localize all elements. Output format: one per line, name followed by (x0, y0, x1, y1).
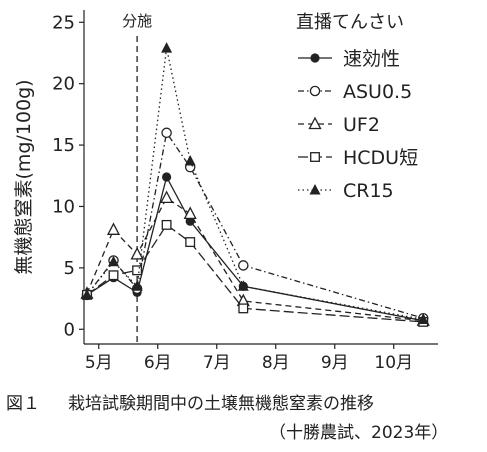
legend-item: HCDU短 (298, 147, 418, 169)
y-axis-label: 無機態窒素(mg/100g) (13, 79, 35, 274)
data-point (130, 246, 144, 260)
y-tick-label: 0 (64, 319, 75, 340)
data-point (106, 222, 121, 235)
data-point (81, 288, 93, 300)
figure-number: 図１ (6, 394, 40, 414)
legend-marker (308, 116, 322, 130)
data-point (162, 172, 172, 182)
split-application-label: 分施 (122, 12, 152, 30)
y-tick-label: 20 (52, 74, 75, 95)
y-tick-label: 15 (52, 135, 75, 156)
figure-source: （十勝農試、2023年） (269, 423, 449, 443)
series-CR15 (81, 42, 429, 324)
legend-marker (309, 85, 321, 97)
data-point (161, 127, 172, 139)
legend-label: HCDU短 (343, 147, 418, 169)
data-point (183, 206, 197, 219)
y-tick-label: 5 (64, 258, 75, 279)
legend-marker (309, 184, 321, 195)
data-point (184, 155, 196, 166)
data-point (417, 313, 429, 324)
legend-marker (310, 53, 320, 63)
legend-label: CR15 (343, 180, 394, 202)
legend-item: ASU0.5 (298, 81, 412, 103)
x-tick-label: 5月 (85, 353, 113, 373)
x-tick-label: 9月 (321, 353, 349, 373)
figure-title: 栽培試験期間中の土壌無機態窒素の推移 (68, 394, 374, 414)
x-tick-label: 7月 (203, 353, 231, 373)
y-tick-label: 25 (52, 12, 75, 33)
data-point (185, 237, 196, 248)
legend-item: 速効性 (298, 48, 400, 70)
legend-marker (310, 152, 320, 162)
y-tick-label: 10 (52, 196, 75, 217)
legend-label: UF2 (343, 114, 380, 136)
legend-label: 速効性 (343, 48, 400, 70)
legend-label: ASU0.5 (343, 81, 412, 103)
legend-item: UF2 (298, 114, 380, 136)
x-tick-label: 10月 (374, 353, 413, 373)
data-point (108, 255, 119, 267)
data-point (132, 265, 143, 276)
data-point (161, 219, 172, 230)
data-point (238, 303, 249, 314)
data-point (161, 42, 173, 53)
data-point (238, 260, 249, 271)
data-point (160, 190, 174, 204)
legend-title: 直播てんさい (296, 12, 404, 33)
figure-caption: 図１ 栽培試験期間中の土壌無機態窒素の推移 (6, 389, 374, 414)
data-point (108, 270, 119, 281)
data-point (131, 280, 143, 291)
x-tick-label: 6月 (144, 353, 172, 373)
legend-item: CR15 (298, 180, 394, 202)
data-point (237, 280, 249, 291)
x-tick-label: 8月 (262, 353, 290, 373)
